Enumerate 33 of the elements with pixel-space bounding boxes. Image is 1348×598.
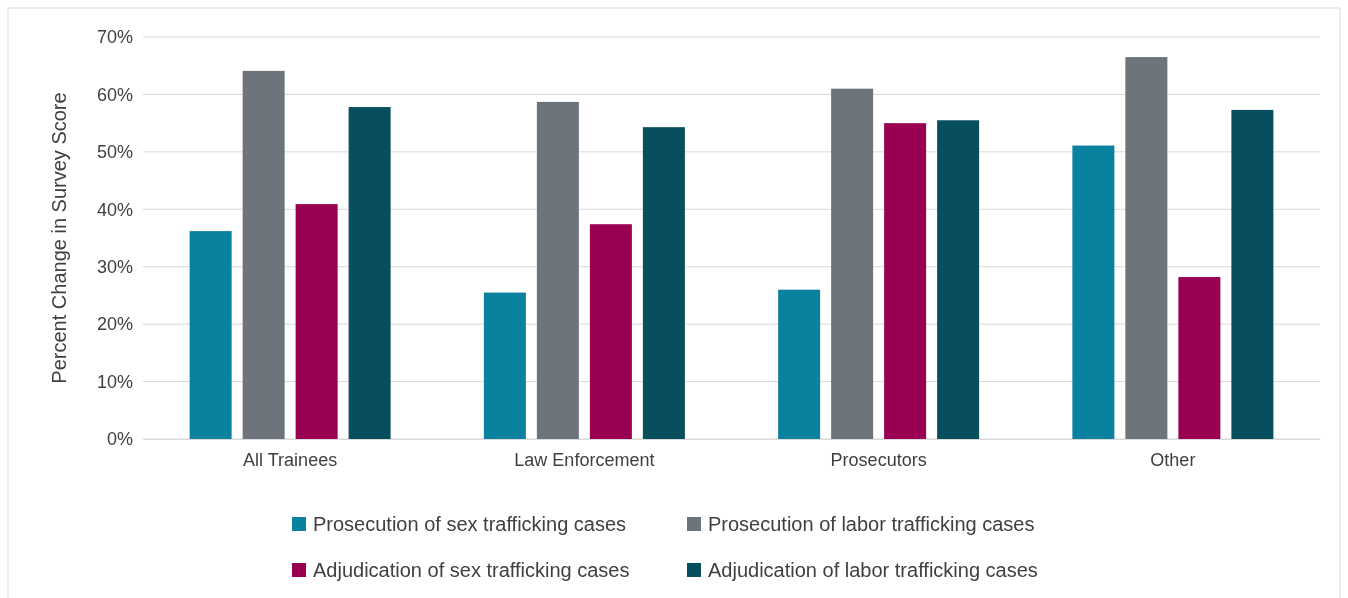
legend-label: Adjudication of sex trafficking cases [313,559,630,581]
bar [295,204,338,439]
bar [1178,277,1221,439]
y-tick-label: 0% [106,429,133,450]
bar [1231,109,1274,439]
bar [884,123,927,439]
bar [189,231,232,439]
bar [589,224,632,439]
bar [242,70,285,439]
y-tick-label: 20% [96,314,133,335]
bar [348,107,391,439]
x-tick-label: Law Enforcement [514,449,655,470]
legend-label: Adjudication of labor trafficking cases [708,559,1038,581]
bar [831,88,874,439]
bar [778,289,821,439]
y-tick-label: 40% [96,199,133,220]
x-tick-label: All Trainees [243,449,338,470]
bar [1072,145,1115,439]
y-tick-label: 10% [96,371,133,392]
bar [937,120,980,439]
y-axis-title: Percent Change in Survey Score [48,92,70,384]
legend-label: Prosecution of labor trafficking cases [708,513,1035,535]
legend-label: Prosecution of sex trafficking cases [313,513,627,535]
y-tick-label: 50% [96,142,133,163]
y-tick-label: 60% [96,84,133,105]
bar [1125,57,1168,439]
x-tick-label: Other [1150,449,1196,470]
x-tick-label: Prosecutors [830,449,927,470]
bar [536,101,579,439]
y-tick-label: 70% [96,27,133,48]
bar [483,292,526,439]
y-tick-label: 30% [96,256,133,277]
bar [642,127,685,439]
